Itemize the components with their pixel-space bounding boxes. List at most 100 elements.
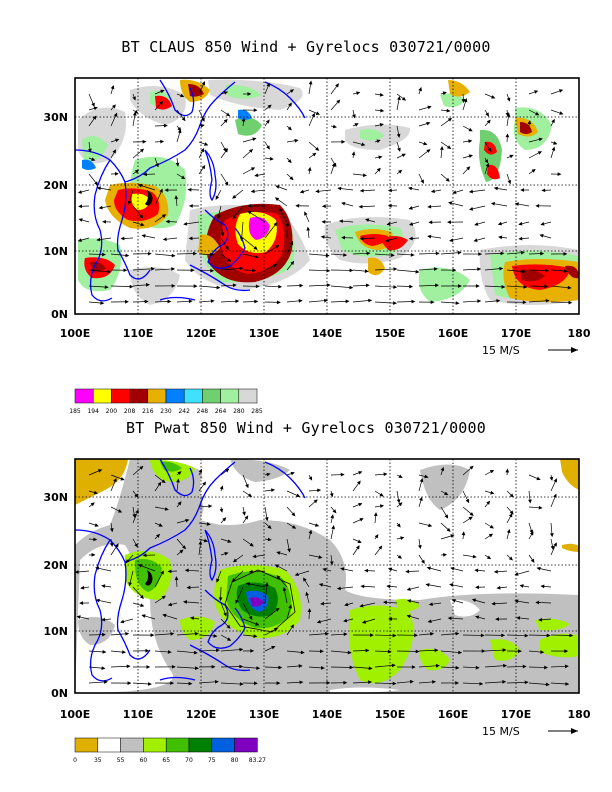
wind-vector-head xyxy=(487,147,492,152)
wind-vector-head xyxy=(95,566,100,571)
wind-vector-head xyxy=(278,665,283,670)
wind-vector-head xyxy=(477,299,482,303)
wind-vector-head xyxy=(142,553,147,558)
gyre-marker-icon xyxy=(145,570,153,586)
wind-vector-head xyxy=(193,251,198,256)
wind-vector-head xyxy=(267,537,272,542)
wind-vector-head xyxy=(507,179,512,185)
wind-vector-head xyxy=(287,548,291,553)
wind-vector-head xyxy=(171,267,176,271)
wind-vector-head xyxy=(393,267,398,271)
wind-vector-head xyxy=(145,648,150,653)
wind-vector-head xyxy=(553,141,558,145)
wind-vector xyxy=(88,285,108,288)
wind-vector-head xyxy=(308,80,313,85)
wind-vector-head xyxy=(91,553,96,557)
wind-vector-head xyxy=(341,235,346,240)
wind-vector-head xyxy=(137,183,143,188)
wind-vector-head xyxy=(493,569,498,574)
wind-vector-head xyxy=(157,481,162,486)
colorbar-label: 216 xyxy=(142,408,154,415)
wind-vector-head xyxy=(312,152,317,157)
wind-vector-head xyxy=(235,599,239,604)
wind-vector-head xyxy=(287,159,292,164)
wind-vector-head xyxy=(300,650,305,655)
wind-vector-head xyxy=(406,614,411,619)
wind-vector-head xyxy=(544,284,549,289)
wind-vector-head xyxy=(425,583,430,587)
wind-vector-head xyxy=(354,123,359,127)
wind-vector-head xyxy=(204,142,209,146)
wind-vector-head xyxy=(150,267,155,271)
wind-vector-head xyxy=(176,478,180,483)
p1-lat-10: 10N xyxy=(43,245,68,258)
wind-vector-head xyxy=(563,252,568,256)
wind-vector-head xyxy=(435,251,440,256)
wind-vector-head xyxy=(294,572,299,577)
wind-vector-head xyxy=(480,633,485,638)
wind-vector-head xyxy=(506,112,511,117)
wind-vector-head xyxy=(485,162,490,168)
wind-vector-head xyxy=(567,285,572,290)
wind-vector-head xyxy=(320,235,325,239)
wind-vector-head xyxy=(306,226,311,231)
wind-vector-head xyxy=(528,499,532,504)
wind-vector-head xyxy=(447,220,451,225)
wind-vector-head xyxy=(227,539,232,543)
wind-vector-head xyxy=(469,207,474,211)
wind-vector-head xyxy=(475,615,480,620)
wind-vector-head xyxy=(340,472,345,477)
wind-vector-head xyxy=(478,252,483,256)
wind-vector-head xyxy=(90,502,95,507)
wind-vector-head xyxy=(120,236,125,241)
wind-vector-head xyxy=(427,204,432,209)
wind-vector-head xyxy=(550,533,554,538)
wind-vector-head xyxy=(468,189,473,194)
colorbar-swatch xyxy=(120,737,144,753)
wind-vector-head xyxy=(569,633,574,638)
panel1-shading xyxy=(78,79,579,305)
wind-vector-head xyxy=(289,176,294,181)
wind-vector-head xyxy=(553,542,557,547)
wind-vector-head xyxy=(378,545,383,550)
wind-vector-head xyxy=(385,238,390,243)
wind-vector-head xyxy=(514,599,519,604)
p2-lon-180: 180 xyxy=(568,708,591,721)
wind-vector-head xyxy=(80,585,85,590)
wind-vector-head xyxy=(247,92,252,96)
wind-vector-head xyxy=(553,478,557,483)
wind-vector xyxy=(374,268,397,271)
wind-vector-head xyxy=(267,525,272,530)
wind-vector-head xyxy=(129,284,134,289)
wind-vector-head xyxy=(503,663,508,668)
wind-vector-head xyxy=(113,477,117,483)
wind-vector-head xyxy=(455,301,460,305)
wind-vector-head xyxy=(549,476,554,481)
wind-vector-head xyxy=(486,500,491,505)
colorbar-swatch xyxy=(188,737,213,753)
wind-vector-head xyxy=(184,568,189,573)
wind-vector-head xyxy=(93,106,98,111)
wind-vector-head xyxy=(449,238,454,242)
wind-vector-head xyxy=(514,572,519,576)
wind-vector-head xyxy=(214,679,219,684)
colorbar-swatch xyxy=(92,388,112,404)
wind-vector-head xyxy=(358,502,363,507)
wind-vector-head xyxy=(313,499,318,504)
colorbar-swatch xyxy=(111,388,130,404)
wind-vector-head xyxy=(506,97,511,102)
wind-vector-head xyxy=(159,188,163,193)
wind-vector-head xyxy=(501,284,506,289)
wind-vector-head xyxy=(120,619,125,624)
wind-vector-head xyxy=(188,204,193,208)
wind-vector xyxy=(374,301,397,304)
wind-vector xyxy=(220,267,243,271)
wind-vector-head xyxy=(329,561,334,566)
wind-vector-head xyxy=(96,186,101,191)
wind-vector-head xyxy=(298,664,303,668)
wind-vector-head xyxy=(232,558,238,563)
wind-vector-head xyxy=(317,488,322,493)
wind-vector-head xyxy=(315,146,320,151)
wind-vector-head xyxy=(187,187,192,192)
wind-vector-head xyxy=(349,665,354,670)
